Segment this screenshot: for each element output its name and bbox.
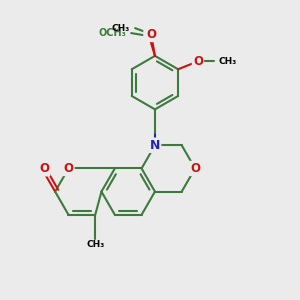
Text: CH₃: CH₃ (219, 57, 237, 66)
Text: CH₃: CH₃ (112, 24, 130, 33)
Text: O: O (146, 28, 156, 40)
Text: O: O (39, 162, 49, 175)
Text: O: O (144, 31, 154, 41)
Text: CH₃: CH₃ (86, 240, 104, 249)
Text: O: O (190, 162, 200, 175)
Text: O: O (193, 55, 203, 68)
Text: OCH₃: OCH₃ (98, 28, 126, 38)
Text: N: N (150, 139, 160, 152)
Text: O: O (64, 162, 74, 175)
